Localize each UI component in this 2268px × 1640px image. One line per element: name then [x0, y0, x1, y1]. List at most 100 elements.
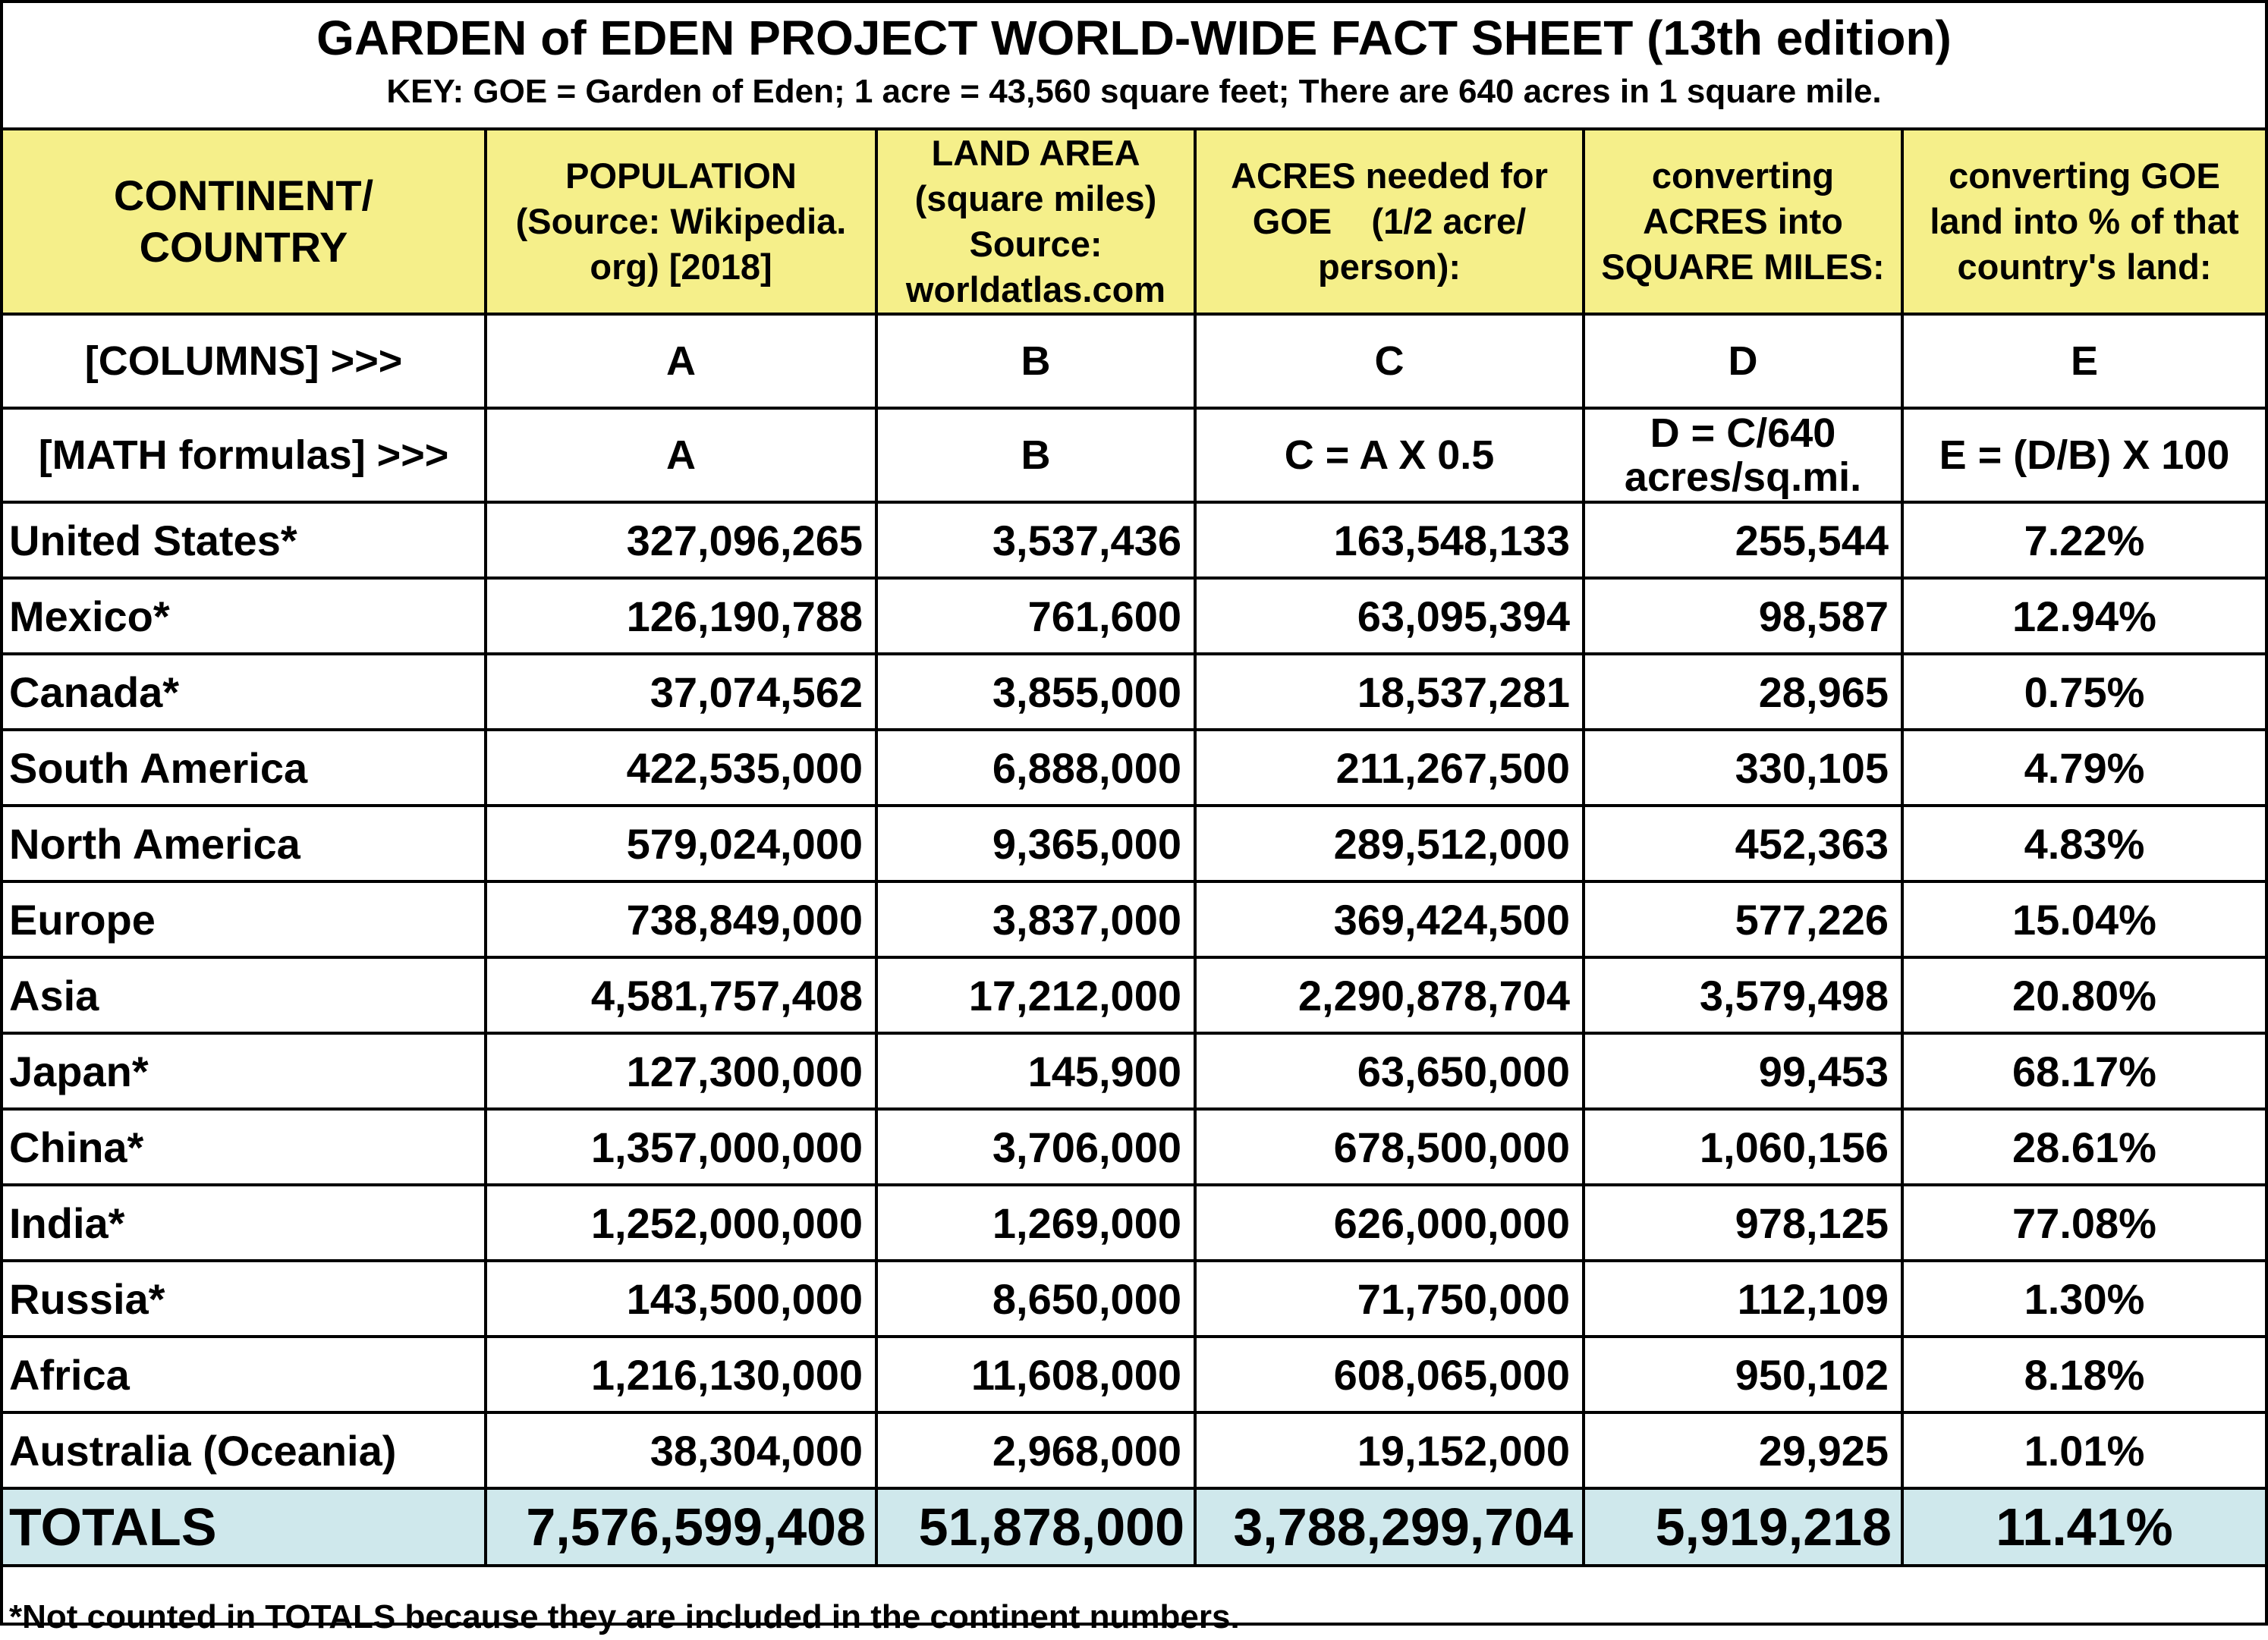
table-row: Russia* 143,500,000 8,650,000 71,750,000 112…	[3, 1259, 2265, 1338]
population-cell: 327,096,265	[484, 501, 878, 580]
header-land-area: LAND AREA (square miles) Source: worldatlas…	[875, 130, 1197, 316]
formula-cell: E = (D/B) X 100	[1901, 407, 2265, 504]
row-name: United States*	[3, 501, 487, 580]
percent-cell: 1.30%	[1901, 1259, 2265, 1338]
percent-cell: 77.08%	[1901, 1183, 2265, 1262]
totals-row: TOTALS 7,576,599,408 51,878,000 3,788,29…	[3, 1487, 2265, 1567]
columns-row: [COLUMNS] >>> A B C D E	[3, 313, 2265, 410]
land-area-cell: 3,837,000	[875, 880, 1197, 959]
land-area-cell: 6,888,000	[875, 728, 1197, 807]
land-area-cell: 3,706,000	[875, 1107, 1197, 1186]
population-cell: 579,024,000	[484, 804, 878, 883]
percent-cell: 4.79%	[1901, 728, 2265, 807]
row-name: North America	[3, 804, 487, 883]
square-miles-cell: 1,060,156	[1582, 1107, 1904, 1186]
acres-cell: 211,267,500	[1194, 728, 1585, 807]
square-miles-cell: 255,544	[1582, 501, 1904, 580]
header-square-miles: converting ACRES into SQUARE MILES:	[1582, 130, 1904, 316]
table-row: Africa 1,216,130,000 11,608,000 608,065,000…	[3, 1335, 2265, 1414]
acres-cell: 626,000,000	[1194, 1183, 1585, 1262]
footnote: *Not counted in TOTALS because they are …	[9, 1598, 1240, 1635]
land-area-cell: 761,600	[875, 577, 1197, 655]
row-name: Canada*	[3, 652, 487, 731]
percent-cell: 0.75%	[1901, 652, 2265, 731]
header-row: CONTINENT/COUNTRY POPULATION (Source: Wik…	[3, 130, 2265, 316]
row-name: India*	[3, 1183, 487, 1262]
formula-cell: A	[484, 407, 878, 504]
square-miles-cell: 452,363	[1582, 804, 1904, 883]
formulas-row: [MATH formulas] >>> A B C = A X 0.5 D = …	[3, 407, 2265, 504]
acres-cell: 289,512,000	[1194, 804, 1585, 883]
land-area-cell: 17,212,000	[875, 956, 1197, 1035]
table-row: Australia (Oceania) 38,304,000 2,968,000 19…	[3, 1411, 2265, 1490]
table-row: Asia 4,581,757,408 17,212,000 2,290,878,704…	[3, 956, 2265, 1035]
formulas-row-label: [MATH formulas] >>>	[3, 407, 487, 504]
columns-row-label: [COLUMNS] >>>	[3, 313, 487, 410]
population-cell: 38,304,000	[484, 1411, 878, 1490]
acres-cell: 163,548,133	[1194, 501, 1585, 580]
land-area-cell: 8,650,000	[875, 1259, 1197, 1338]
column-letter: D	[1582, 313, 1904, 410]
square-miles-cell: 3,579,498	[1582, 956, 1904, 1035]
acres-cell: 608,065,000	[1194, 1335, 1585, 1414]
row-name: Asia	[3, 956, 487, 1035]
population-cell: 1,252,000,000	[484, 1183, 878, 1262]
formula-cell: C = A X 0.5	[1194, 407, 1585, 504]
key-line: KEY: GOE = Garden of Eden; 1 acre = 43,5…	[386, 73, 1882, 110]
table-row: South America 422,535,000 6,888,000 211,267…	[3, 728, 2265, 807]
table-row: India* 1,252,000,000 1,269,000 626,000,000 9…	[3, 1183, 2265, 1262]
square-miles-cell: 29,925	[1582, 1411, 1904, 1490]
population-cell: 4,581,757,408	[484, 956, 878, 1035]
population-cell: 738,849,000	[484, 880, 878, 959]
population-cell: 126,190,788	[484, 577, 878, 655]
acres-cell: 678,500,000	[1194, 1107, 1585, 1186]
square-miles-cell: 950,102	[1582, 1335, 1904, 1414]
row-name: Mexico*	[3, 577, 487, 655]
land-area-cell: 3,537,436	[875, 501, 1197, 580]
square-miles-cell: 98,587	[1582, 577, 1904, 655]
population-cell: 37,074,562	[484, 652, 878, 731]
column-letter: C	[1194, 313, 1585, 410]
totals-population: 7,576,599,408	[484, 1487, 878, 1567]
table-row: Japan* 127,300,000 145,900 63,650,000 99,453…	[3, 1032, 2265, 1111]
formula-cell: D = C/640 acres/sq.mi.	[1582, 407, 1904, 504]
percent-cell: 15.04%	[1901, 880, 2265, 959]
acres-cell: 369,424,500	[1194, 880, 1585, 959]
row-name: Russia*	[3, 1259, 487, 1338]
table-row: Canada* 37,074,562 3,855,000 18,537,281 28,9…	[3, 652, 2265, 731]
acres-cell: 71,750,000	[1194, 1259, 1585, 1338]
percent-cell: 4.83%	[1901, 804, 2265, 883]
row-name: Africa	[3, 1335, 487, 1414]
totals-square-miles: 5,919,218	[1582, 1487, 1904, 1567]
percent-cell: 1.01%	[1901, 1411, 2265, 1490]
header-acres-needed: ACRES needed for GOE (1/2 acre/person):	[1194, 130, 1585, 316]
percent-cell: 28.61%	[1901, 1107, 2265, 1186]
fact-table: CONTINENT/COUNTRY POPULATION (Source: Wik…	[3, 130, 2265, 1567]
square-miles-cell: 577,226	[1582, 880, 1904, 959]
column-letter: E	[1901, 313, 2265, 410]
header-population: POPULATION (Source: Wikipedia. org) [2018]	[484, 130, 878, 316]
column-letter: B	[875, 313, 1197, 410]
percent-cell: 8.18%	[1901, 1335, 2265, 1414]
table-row: Europe 738,849,000 3,837,000 369,424,500 577…	[3, 880, 2265, 959]
formula-cell: B	[875, 407, 1197, 504]
land-area-cell: 145,900	[875, 1032, 1197, 1111]
row-name: China*	[3, 1107, 487, 1186]
percent-cell: 20.80%	[1901, 956, 2265, 1035]
population-cell: 127,300,000	[484, 1032, 878, 1111]
square-miles-cell: 28,965	[1582, 652, 1904, 731]
land-area-cell: 1,269,000	[875, 1183, 1197, 1262]
land-area-cell: 11,608,000	[875, 1335, 1197, 1414]
sheet-title: GARDEN of EDEN PROJECT WORLD-WIDE FACT S…	[316, 11, 1952, 65]
totals-percent: 11.41%	[1901, 1487, 2265, 1567]
acres-cell: 19,152,000	[1194, 1411, 1585, 1490]
square-miles-cell: 112,109	[1582, 1259, 1904, 1338]
acres-cell: 2,290,878,704	[1194, 956, 1585, 1035]
totals-label: TOTALS	[3, 1487, 487, 1567]
table-row: China* 1,357,000,000 3,706,000 678,500,000 1…	[3, 1107, 2265, 1186]
table-row: North America 579,024,000 9,365,000 289,512…	[3, 804, 2265, 883]
acres-cell: 63,650,000	[1194, 1032, 1585, 1111]
row-name: Australia (Oceania)	[3, 1411, 487, 1490]
land-area-cell: 9,365,000	[875, 804, 1197, 883]
